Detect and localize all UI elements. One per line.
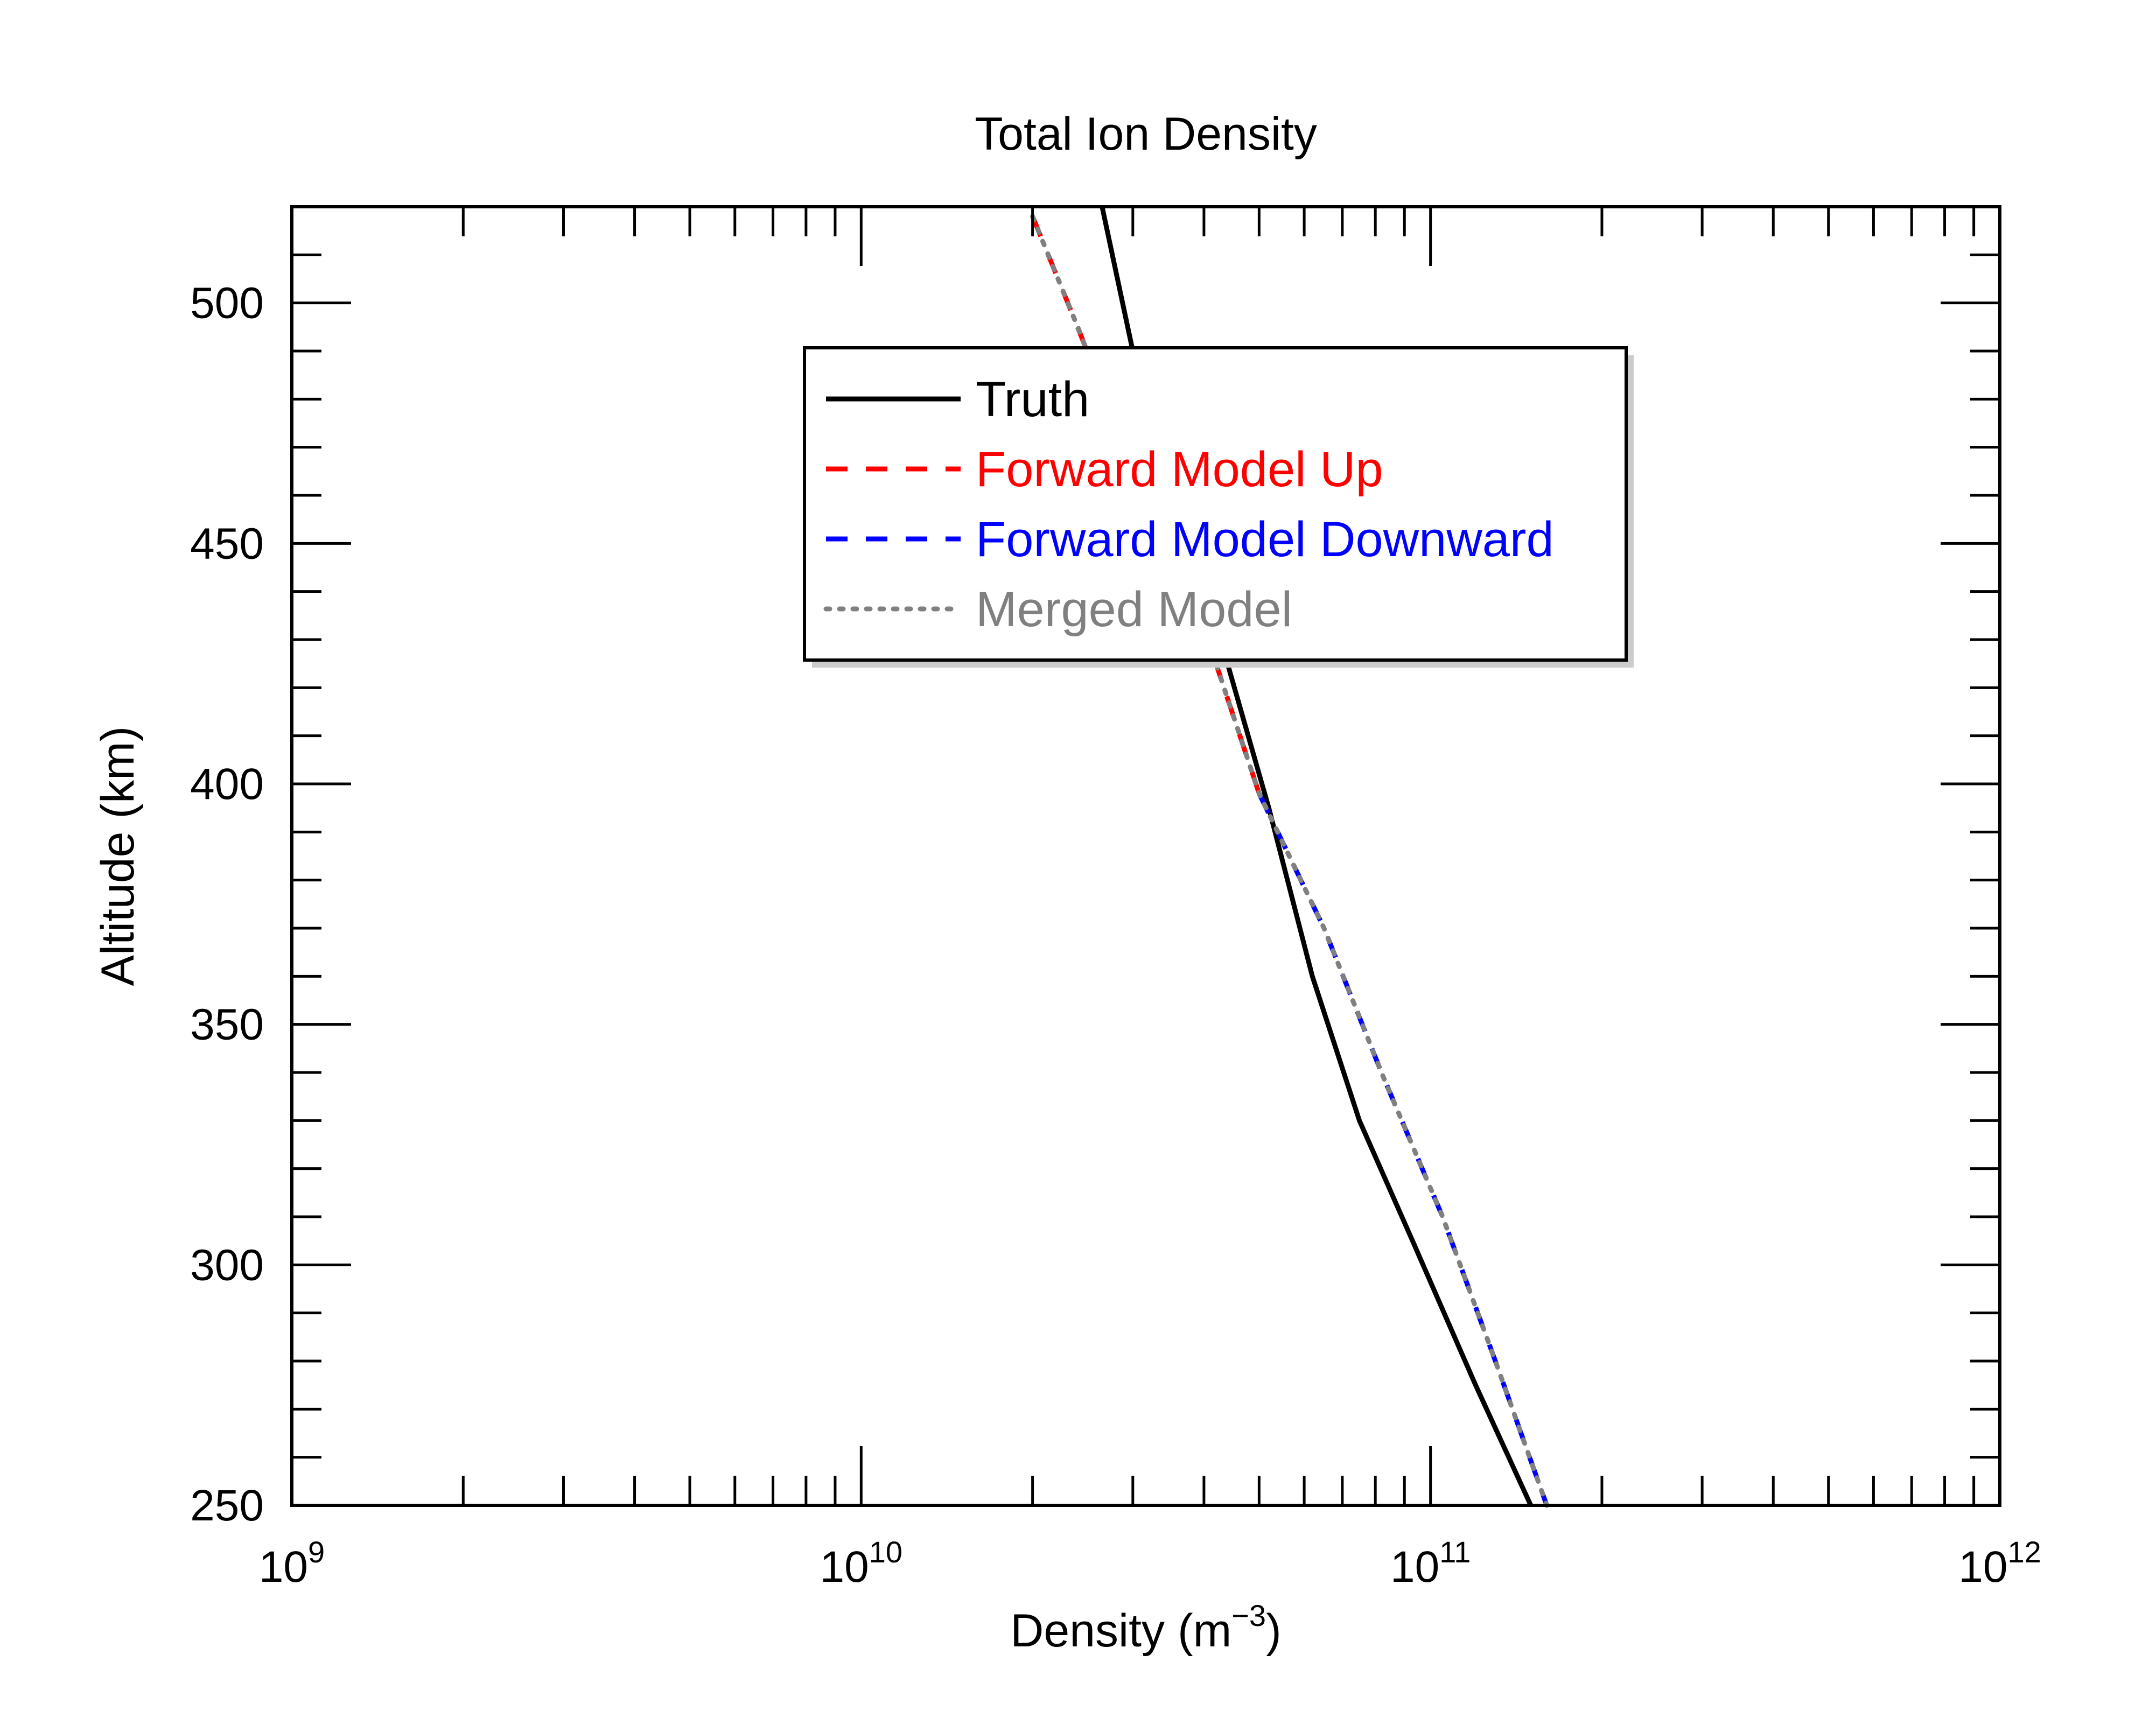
y-tick-label: 500 bbox=[190, 279, 264, 328]
legend-label: Forward Model Up bbox=[976, 442, 1383, 497]
x-tick-label: 1010 bbox=[820, 1535, 903, 1591]
axis-tick-labels: 109 1010 1011 1012 250 300 350 400 450 500 bbox=[190, 279, 2041, 1591]
legend-label: Forward Model Downward bbox=[976, 512, 1554, 567]
axis-ticks bbox=[292, 205, 2000, 1507]
y-tick-label: 300 bbox=[190, 1240, 264, 1289]
x-tick-label: 1011 bbox=[1390, 1535, 1471, 1591]
chart-title: Total Ion Density bbox=[975, 108, 1317, 160]
y-tick-label: 450 bbox=[190, 519, 264, 568]
x-axis-title: Density (m−3) bbox=[1010, 1598, 1281, 1657]
y-axis-title: Altitude (km) bbox=[92, 726, 144, 986]
legend-label: Merged Model bbox=[976, 582, 1292, 637]
x-tick-label: 109 bbox=[259, 1535, 325, 1591]
x-axis-title-close: ) bbox=[1266, 1605, 1282, 1657]
y-tick-label: 400 bbox=[190, 760, 264, 809]
x-tick-label: 1012 bbox=[1958, 1535, 2041, 1591]
legend-label: Truth bbox=[976, 372, 1089, 427]
legend: Truth Forward Model Up Forward Model Downw… bbox=[803, 346, 1634, 668]
plot-frame bbox=[290, 205, 2001, 1507]
y-tick-label: 250 bbox=[190, 1481, 264, 1530]
y-tick-label: 350 bbox=[190, 1000, 264, 1049]
x-axis-title-exponent: −3 bbox=[1231, 1598, 1266, 1632]
